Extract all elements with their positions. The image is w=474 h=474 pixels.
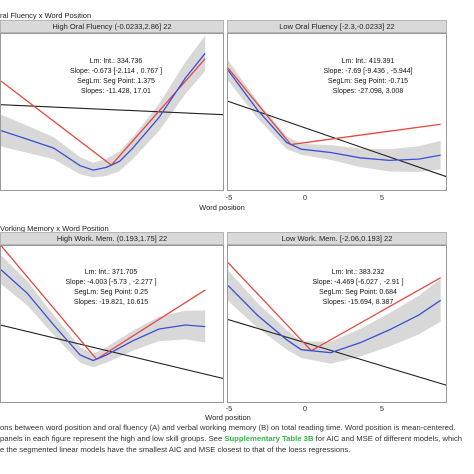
loess-confidence-band (228, 60, 441, 172)
section-title-b: Vorking Memory x Word Position (0, 224, 109, 233)
x-axis-label-b: Word position (205, 413, 251, 422)
plot-panel-low-oral-fluency: Lm: Int.: 419.391 Slope: -7.69 [-9.436 ,… (227, 33, 447, 191)
stats-block-3: Lm: Int.: 383.232 Slope: -4.469 [-6.027 … (303, 268, 413, 308)
x-tick-label: 0 (302, 404, 308, 413)
plot-panel-high-oral-fluency: Lm: Int.: 334.736 Slope: -0.673 [-2.114 … (0, 33, 224, 191)
stats-line: Lm: Int.: 334.736 (89, 58, 143, 65)
x-tick-label: 0 (302, 193, 308, 202)
plot-panel-low-work-mem: Lm: Int.: 383.232 Slope: -4.469 [-6.027 … (227, 245, 447, 403)
stats-line: Lm: Int.: 419.391 (341, 58, 395, 65)
stats-line: Slopes: -19.821, 10.615 (73, 299, 149, 306)
stats-line: Slope: -4.469 [-6.027 , -2.91 ] (312, 279, 404, 286)
panel-strip-low-oral-fluency: Low Oral Fluency [-2.3,-0.0233] 22 (227, 20, 447, 33)
plot-panel-high-work-mem: Lm: Int.: 371.705 Slope: -4.003 [-5.73 ,… (0, 245, 224, 403)
stats-line: Lm: Int.: 371.705 (84, 269, 138, 276)
stats-line: SegLm: Seg Point: 0.684 (319, 289, 397, 296)
loess-confidence-band (1, 255, 206, 368)
stats-line: Slope: -7.69 [-9.436 , -5.944] (323, 68, 413, 75)
stats-line: SegLm: Seg Point: 1.375 (77, 78, 155, 85)
loess-confidence-band (1, 35, 206, 178)
linear-fit-line (228, 100, 446, 178)
x-axis-label-a: Word position (199, 203, 245, 212)
stats-line: Slopes: -11.428, 17.01 (81, 88, 151, 95)
chart-svg-2 (1, 246, 223, 380)
chart-svg-3 (228, 262, 446, 386)
panel-strip-high-oral-fluency: High Oral Fluency (-0.0233,2.86] 22 (0, 20, 224, 33)
stats-line: Lm: Int.: 383.232 (331, 269, 385, 276)
stats-block-0: Lm: Int.: 334.736 Slope: -0.673 [-2.114 … (61, 57, 171, 97)
stats-line: SegLm: Seg Point: -0.715 (327, 78, 409, 85)
loess-curve (228, 69, 441, 162)
linear-fit-line (228, 318, 446, 386)
stats-line: Slope: -0.673 [-2.114 , 0.767 ] (69, 68, 163, 75)
stats-line: SegLm: Seg Point: 0.25 (74, 289, 148, 296)
caption-line-3: e the segmented linear models have the s… (0, 445, 351, 454)
x-tick-label: -5 (225, 404, 233, 413)
loess-confidence-band (228, 270, 441, 364)
chart-svg-1 (228, 60, 446, 178)
loess-curve (228, 285, 442, 354)
x-tick-label: -5 (225, 193, 233, 202)
panel-strip-high-work-mem: High Work. Mem. (0.193,1.75] 22 (0, 232, 224, 245)
supplementary-table-link[interactable]: Supplementary Table 3B (224, 434, 314, 443)
loess-curve (1, 269, 206, 362)
caption-line-2-pre: panels in each figure represent the high… (0, 434, 225, 443)
caption-line-2: panels in each figure represent the high… (0, 433, 474, 444)
chart-svg-0 (1, 35, 223, 178)
figure-caption: ons between word position and oral fluen… (0, 422, 474, 455)
stats-line: Slope: -4.003 [-5.73 , -2.277 ] (65, 279, 157, 286)
stats-block-1: Lm: Int.: 419.391 Slope: -7.69 [-9.436 ,… (313, 57, 423, 97)
loess-curve (1, 52, 206, 171)
caption-line-1: ons between word position and oral fluen… (0, 423, 456, 432)
caption-line-2-post: for AIC and MSE of different models, whi… (313, 434, 463, 443)
section-title-a: ral Fluency x Word Position (0, 11, 92, 20)
x-tick-label: 5 (379, 404, 385, 413)
stats-line: Slopes: -15.694, 8.387 (322, 299, 394, 306)
panel-strip-low-work-mem: Low Work. Mem. [-2.06,0.193] 22 (227, 232, 447, 245)
stats-line: Slopes: -27.098, 3.008 (332, 88, 404, 95)
stats-block-2: Lm: Int.: 371.705 Slope: -4.003 [-5.73 ,… (56, 268, 166, 308)
linear-fit-line (1, 104, 223, 116)
x-tick-label: 5 (379, 193, 385, 202)
